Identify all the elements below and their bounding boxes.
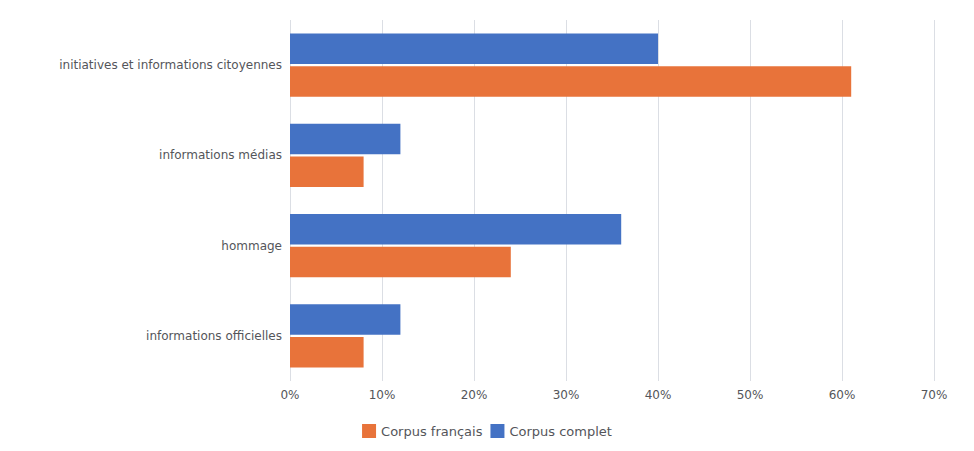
svg-text:initiatives et informations ci: initiatives et informations citoyennes bbox=[59, 58, 282, 72]
svg-text:Corpus complet: Corpus complet bbox=[509, 424, 612, 439]
svg-text:40%: 40% bbox=[645, 388, 672, 402]
svg-text:Corpus français: Corpus français bbox=[381, 424, 483, 439]
svg-text:hommage: hommage bbox=[221, 239, 282, 253]
svg-text:informations officielles: informations officielles bbox=[146, 329, 282, 343]
svg-text:30%: 30% bbox=[553, 388, 580, 402]
svg-text:informations médias: informations médias bbox=[159, 148, 282, 162]
svg-text:0%: 0% bbox=[280, 388, 299, 402]
svg-text:20%: 20% bbox=[461, 388, 488, 402]
svg-text:10%: 10% bbox=[369, 388, 396, 402]
svg-text:60%: 60% bbox=[829, 388, 856, 402]
svg-text:50%: 50% bbox=[737, 388, 764, 402]
svg-text:70%: 70% bbox=[921, 388, 948, 402]
